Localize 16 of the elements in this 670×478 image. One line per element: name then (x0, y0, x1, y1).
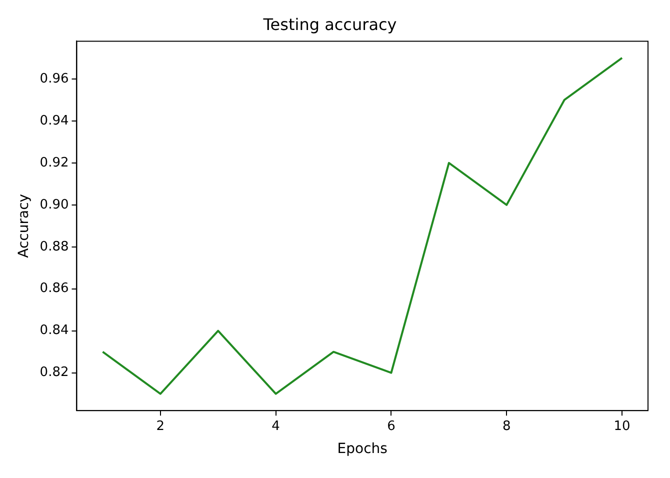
y-tick-label: 0.86 (40, 281, 69, 296)
x-tick-label: 2 (156, 418, 165, 434)
y-tick-label: 0.96 (40, 71, 69, 86)
chart-title: Testing accuracy (262, 14, 397, 34)
y-tick-label: 0.88 (40, 239, 69, 254)
x-tick-label: 10 (614, 418, 630, 434)
y-tick-label: 0.94 (40, 113, 69, 128)
y-tick-label: 0.82 (40, 365, 69, 380)
x-tick-label: 6 (387, 418, 396, 434)
y-tick-label: 0.92 (40, 155, 69, 170)
x-tick-label: 8 (502, 418, 511, 434)
x-axis-title: Epochs (337, 441, 388, 458)
x-tick-label: 4 (272, 418, 280, 434)
y-axis-title: Accuracy (16, 194, 32, 258)
y-tick-label: 0.84 (40, 323, 69, 338)
y-tick-label: 0.90 (40, 197, 69, 212)
